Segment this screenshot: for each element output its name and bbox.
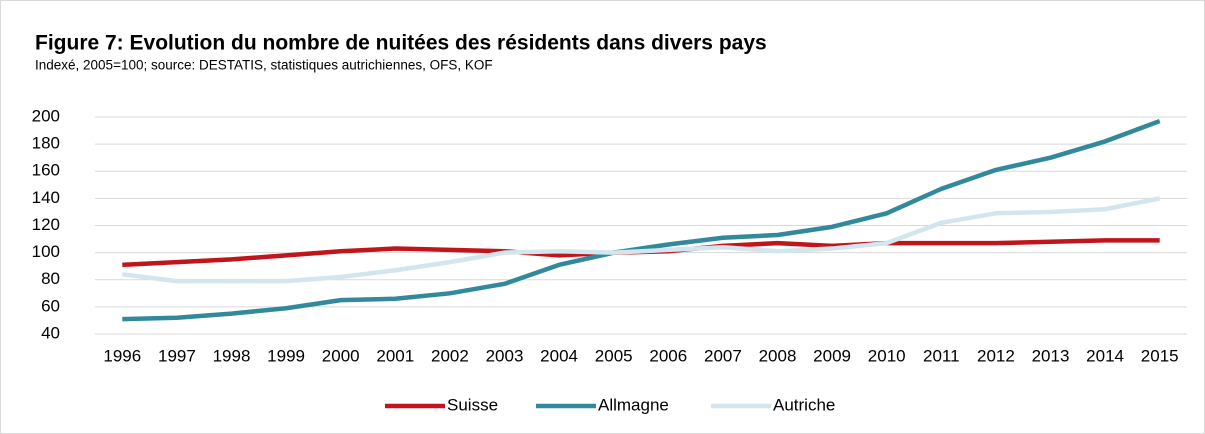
x-tick-label: 2008 xyxy=(759,346,797,365)
x-tick-label: 2010 xyxy=(868,346,906,365)
line-series xyxy=(122,118,1161,322)
x-tick-label: 2009 xyxy=(813,346,851,365)
x-tick-label: 2006 xyxy=(649,346,687,365)
x-tick-label: 2014 xyxy=(1086,346,1124,365)
x-tick-label: 2012 xyxy=(977,346,1015,365)
legend-label: Autriche xyxy=(773,395,835,414)
y-tick-label: 120 xyxy=(32,215,60,234)
x-tick-label: 1999 xyxy=(267,346,305,365)
y-tick-label: 160 xyxy=(32,161,60,180)
x-tick-label: 2003 xyxy=(486,346,524,365)
x-tick-label: 2000 xyxy=(322,346,360,365)
legend-label: Allmagne xyxy=(598,395,669,414)
y-tick-label: 140 xyxy=(32,188,60,207)
y-tick-label: 100 xyxy=(32,242,60,261)
y-tick-label: 60 xyxy=(41,296,60,315)
y-tick-label: 40 xyxy=(41,323,60,342)
x-tick-label: 2007 xyxy=(704,346,742,365)
x-tick-label: 1998 xyxy=(213,346,251,365)
x-tick-label: 2011 xyxy=(923,346,960,365)
legend-label: Suisse xyxy=(447,395,498,414)
x-tick-label: 2001 xyxy=(376,346,414,365)
y-tick-label: 200 xyxy=(32,106,60,125)
chart-subtitle: Indexé, 2005=100; source: DESTATIS, stat… xyxy=(35,58,493,73)
x-tick-label: 2002 xyxy=(431,346,469,365)
x-tick-label: 2004 xyxy=(540,346,578,365)
x-tick-label: 2005 xyxy=(595,346,633,365)
x-tick-label: 1997 xyxy=(158,346,196,365)
y-tick-label: 180 xyxy=(32,134,60,153)
x-tick-label: 1996 xyxy=(103,346,141,365)
line-series xyxy=(122,196,1161,284)
chart-title: Figure 7: Evolution du nombre de nuitées… xyxy=(35,32,767,55)
x-tick-label: 2015 xyxy=(1141,346,1179,365)
x-tick-label: 2013 xyxy=(1032,346,1070,365)
y-tick-label: 80 xyxy=(41,269,60,288)
